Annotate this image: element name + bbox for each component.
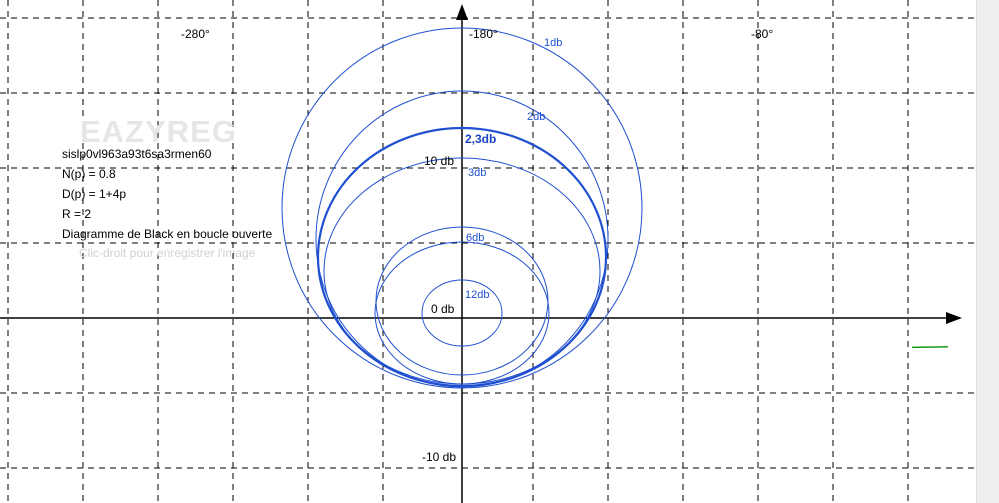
save-image-hint: Clic-droit pour enregistrer l'image bbox=[79, 246, 256, 260]
y-axis-arrow bbox=[456, 4, 468, 20]
contour-label-2-3db: 2,3db bbox=[465, 132, 496, 146]
contour-12db bbox=[421, 279, 503, 347]
contour-2-3db bbox=[316, 126, 608, 388]
contour-label-3db: 3db bbox=[468, 167, 486, 179]
contour-1db bbox=[281, 27, 643, 389]
y-tick-label-0db: 0 db bbox=[431, 302, 455, 316]
contour-label-10db: 10 db bbox=[424, 154, 454, 168]
contour-label-1db: 1db bbox=[544, 37, 562, 49]
nichols-contours bbox=[281, 27, 643, 389]
denominator-text: D(p) = 1+4p bbox=[62, 187, 126, 201]
contour-label-12db: 12db bbox=[465, 289, 489, 301]
watermark-logo: EAZYREG bbox=[80, 114, 237, 149]
series-line-0 bbox=[911, 346, 949, 349]
r-value-text: R = 2 bbox=[62, 207, 91, 221]
numerator-text: N(p) = 0.8 bbox=[62, 167, 116, 181]
transfer-id: sislp0vl963a93t6sa3rmen60 bbox=[62, 147, 212, 161]
chart-title: Diagramme de Black en boucle ouverte bbox=[62, 227, 272, 241]
x-axis-arrow bbox=[946, 312, 962, 324]
x-tick-label-minus-80: -80° bbox=[751, 27, 773, 41]
axes bbox=[0, 4, 962, 503]
contour-label-6db: 6db bbox=[466, 232, 484, 244]
x-tick-label-minus-280: -280° bbox=[181, 27, 210, 41]
series-group bbox=[911, 346, 949, 349]
y-tick-label-minus-10db: -10 db bbox=[422, 450, 456, 464]
vertical-scrollbar[interactable] bbox=[976, 0, 999, 503]
contour-extra-6 bbox=[374, 241, 550, 385]
contour-label-2db: 2db bbox=[527, 111, 545, 123]
x-tick-label-minus-180: -180° bbox=[469, 27, 498, 41]
